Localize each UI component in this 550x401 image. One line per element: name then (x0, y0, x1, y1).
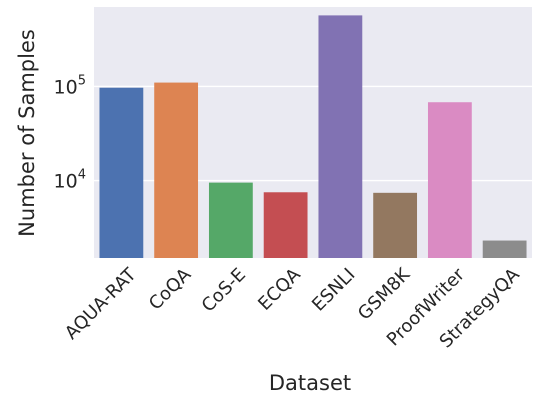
y-tick-label: 104 (54, 168, 86, 193)
bar-coqa (154, 82, 199, 258)
x-tick-label-aqua-rat: AQUA-RAT (61, 264, 141, 344)
x-tick-labels: AQUA-RAT CoQA CoS-E ECQA ESNLIGSM8KProofWrit… (61, 263, 524, 352)
bar-strategyqa (482, 240, 527, 258)
bar-ecqa (263, 192, 308, 258)
x-tick-label-ecqa: ECQA (254, 264, 305, 315)
bar-aqua-rat (99, 87, 144, 258)
x-tick-label-coqa: CoQA (145, 264, 196, 315)
x-axis-title: Dataset (269, 371, 351, 395)
y-tick-labels: 104 105 (54, 73, 86, 192)
x-tick-label-cos-e: CoS-E (198, 264, 250, 316)
x-tick-label-esnli: ESNLI (308, 264, 359, 315)
bar-proofwriter (427, 102, 472, 259)
bar-esnli (318, 15, 363, 259)
bars (99, 15, 527, 259)
y-tick-label: 105 (54, 73, 86, 98)
bar-cos-e (208, 182, 253, 258)
y-axis-title: Number of Samples (15, 29, 39, 237)
bar-gsm8k (373, 192, 418, 258)
